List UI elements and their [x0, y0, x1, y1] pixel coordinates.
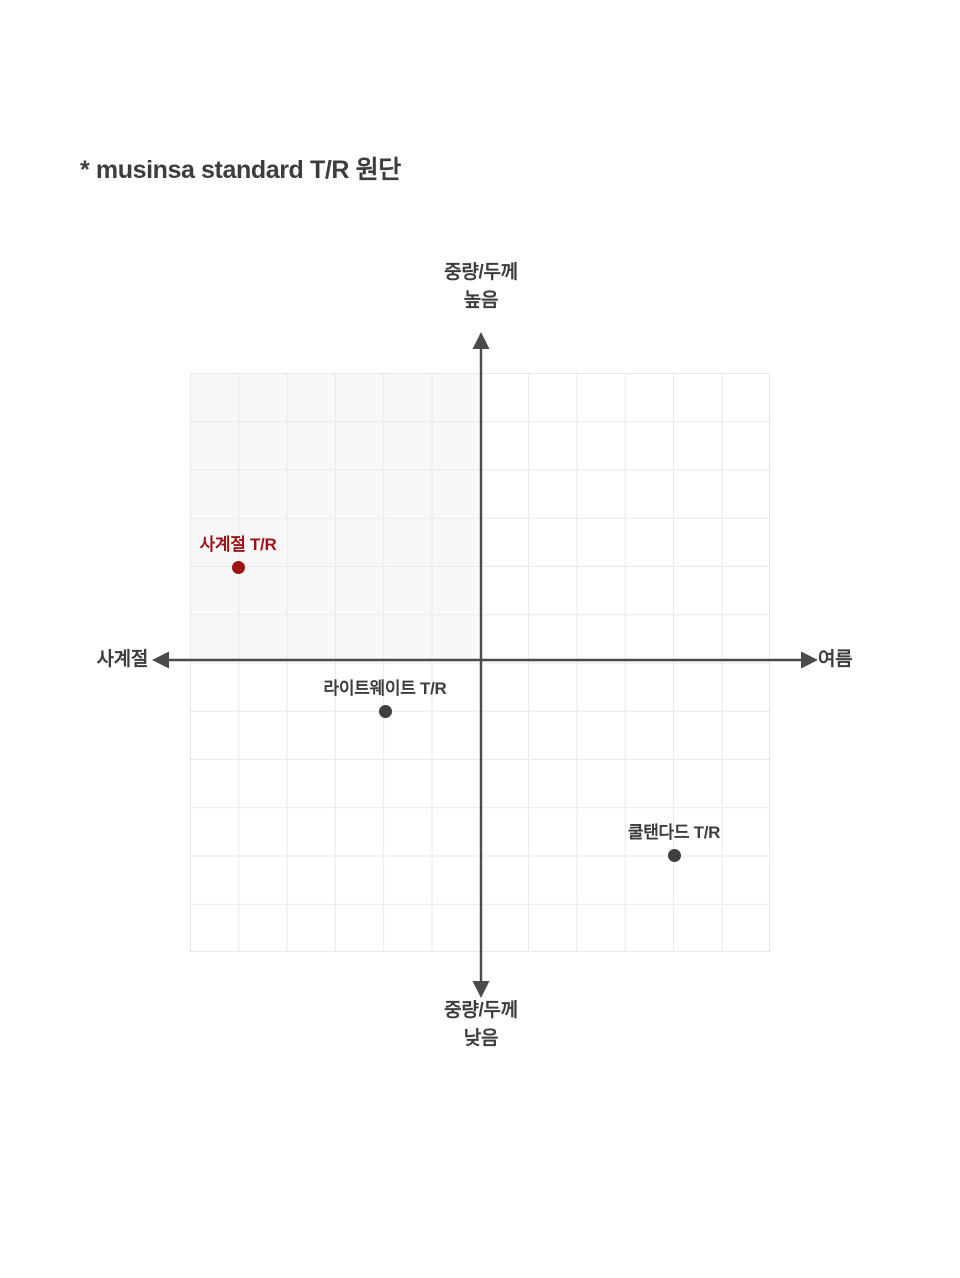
arrow-left-icon — [152, 651, 169, 669]
x-axis — [152, 651, 818, 669]
grid-edge-right — [769, 373, 770, 952]
data-point-dot — [231, 560, 245, 574]
data-point-dot — [378, 704, 392, 718]
y-axis-label-top-line2: 높음 — [463, 289, 499, 311]
y-axis-label-bottom-line2: 낮음 — [463, 1027, 499, 1049]
x-axis-label-right: 여름 — [818, 649, 853, 671]
data-point-dot — [667, 848, 681, 862]
data-point-label: 사계절 T/R — [199, 535, 277, 554]
y-axis — [472, 332, 490, 998]
y-axis-label-bottom-line1: 중량/두께 — [444, 1000, 518, 1021]
x-axis-label-left: 사계절 — [96, 649, 148, 671]
y-axis-label-bottom: 중량/두께 낮음 — [444, 997, 518, 1052]
data-point-label: 라이트웨이트 T/R — [323, 679, 447, 698]
arrow-down-icon — [472, 981, 490, 998]
arrow-up-icon — [472, 332, 490, 349]
page-title: * musinsa standard T/R 원단 — [80, 156, 401, 184]
arrow-right-icon — [801, 651, 818, 669]
y-axis-label-top-line1: 중량/두께 — [444, 262, 518, 283]
data-point-label: 쿨탠다드 T/R — [627, 823, 721, 842]
y-axis-label-top: 중량/두께 높음 — [444, 259, 518, 314]
